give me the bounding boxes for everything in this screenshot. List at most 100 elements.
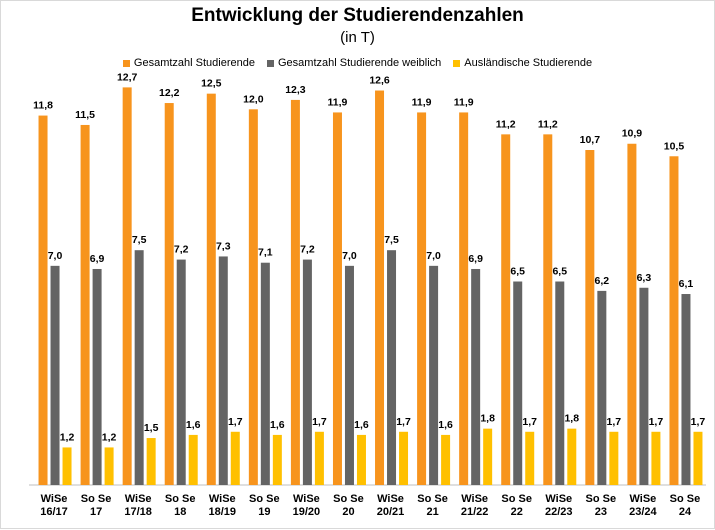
- bar-auslaendisch-2: [146, 438, 156, 485]
- x-tick-label-0: WiSe 16/17: [40, 493, 68, 518]
- x-tick-label-9: So Se 21: [417, 493, 448, 518]
- x-tick-label-7: So Se 20: [333, 493, 364, 518]
- x-tick-label-14: WiSe 23/24: [629, 493, 657, 518]
- data-label-gesamt-10: 11,9: [454, 96, 474, 108]
- bar-auslaendisch-7: [356, 434, 366, 485]
- bar-weiblich-10: [471, 268, 481, 485]
- bar-gesamt-6: [290, 99, 300, 486]
- data-label-auslaendisch-10: 1,8: [480, 413, 495, 425]
- x-tick-label-11: So Se 22: [501, 493, 532, 518]
- bar-weiblich-15: [681, 294, 691, 485]
- legend-swatch-weiblich: [267, 59, 274, 67]
- data-label-weiblich-1: 6,9: [90, 253, 105, 265]
- x-tick-label-5: So Se 19: [249, 493, 280, 518]
- data-label-weiblich-0: 7,0: [48, 250, 63, 262]
- bar-weiblich-5: [260, 262, 270, 485]
- bar-weiblich-14: [639, 287, 649, 485]
- bar-auslaendisch-8: [399, 431, 409, 485]
- bar-weiblich-2: [134, 250, 144, 485]
- bar-gesamt-4: [206, 93, 216, 486]
- bar-weiblich-3: [176, 259, 186, 485]
- bar-auslaendisch-0: [62, 447, 72, 485]
- x-tick-label-2: WiSe 17/18: [124, 493, 152, 518]
- bar-gesamt-1: [80, 124, 90, 485]
- legend-swatch-auslaendisch: [453, 59, 461, 67]
- bar-gesamt-12: [543, 134, 553, 485]
- bar-gesamt-7: [332, 112, 342, 485]
- data-label-auslaendisch-9: 1,6: [438, 419, 453, 431]
- data-label-auslaendisch-8: 1,7: [396, 416, 411, 428]
- bar-auslaendisch-10: [483, 428, 493, 485]
- data-label-gesamt-9: 11,9: [412, 96, 432, 108]
- legend: Gesamtzahl Studierende Gesamtzahl Studie…: [1, 57, 714, 69]
- x-tick-label-12: WiSe 22/23: [545, 493, 573, 518]
- data-label-weiblich-6: 7,2: [300, 244, 315, 256]
- data-label-gesamt-14: 10,9: [622, 128, 643, 140]
- data-label-weiblich-9: 7,0: [426, 250, 441, 262]
- bar-auslaendisch-6: [314, 431, 324, 485]
- x-tick-label-8: WiSe 20/21: [377, 493, 405, 518]
- x-tick-label-15: So Se 24: [670, 493, 701, 518]
- bar-auslaendisch-9: [441, 434, 451, 485]
- bar-gesamt-13: [585, 150, 595, 485]
- chart-title: Entwicklung der Studierendenzahlen: [191, 5, 524, 26]
- data-label-gesamt-15: 10,5: [664, 140, 685, 152]
- data-label-gesamt-4: 12,5: [201, 78, 222, 90]
- bar-weiblich-8: [387, 250, 397, 485]
- data-label-auslaendisch-2: 1,5: [144, 422, 159, 434]
- x-tick-label-1: So Se 17: [81, 493, 112, 518]
- data-label-weiblich-10: 6,9: [468, 253, 483, 265]
- bar-gesamt-10: [459, 112, 469, 485]
- data-label-gesamt-8: 12,6: [369, 75, 390, 87]
- data-label-gesamt-0: 11,8: [33, 100, 53, 112]
- data-label-gesamt-11: 11,2: [496, 118, 516, 130]
- bar-auslaendisch-15: [693, 431, 703, 485]
- chart-subtitle: (in T): [340, 29, 375, 46]
- data-label-auslaendisch-3: 1,6: [186, 419, 201, 431]
- data-label-weiblich-15: 6,1: [679, 278, 694, 290]
- bar-gesamt-0: [38, 115, 48, 486]
- data-label-auslaendisch-4: 1,7: [228, 416, 243, 428]
- legend-label-auslaendisch: Ausländische Studierende: [464, 57, 593, 69]
- legend-swatch-gesamt: [122, 59, 130, 67]
- data-label-weiblich-13: 6,2: [595, 275, 610, 287]
- bar-weiblich-7: [344, 265, 354, 485]
- data-label-gesamt-2: 12,7: [117, 71, 138, 83]
- bar-auslaendisch-12: [567, 428, 577, 485]
- data-label-auslaendisch-7: 1,6: [354, 419, 369, 431]
- bar-auslaendisch-14: [651, 431, 661, 485]
- data-label-auslaendisch-13: 1,7: [607, 416, 622, 428]
- bar-auslaendisch-4: [230, 431, 240, 485]
- bar-auslaendisch-1: [104, 447, 114, 485]
- legend-item-weiblich: Gesamtzahl Studierende weiblich: [267, 57, 441, 69]
- x-tick-label-10: WiSe 21/22: [461, 493, 489, 518]
- data-label-weiblich-12: 6,5: [552, 266, 567, 278]
- legend-item-gesamt: Gesamtzahl Studierende: [122, 57, 255, 69]
- data-label-weiblich-7: 7,0: [342, 250, 357, 262]
- bar-gesamt-2: [122, 87, 132, 486]
- data-label-auslaendisch-15: 1,7: [691, 416, 706, 428]
- x-tick-label-3: So Se 18: [165, 493, 196, 518]
- bar-gesamt-8: [375, 90, 385, 486]
- data-label-gesamt-7: 11,9: [328, 96, 348, 108]
- data-label-weiblich-8: 7,5: [384, 234, 399, 246]
- data-label-gesamt-3: 12,2: [159, 87, 180, 99]
- x-tick-label-6: WiSe 19/20: [293, 493, 321, 518]
- data-label-auslaendisch-12: 1,8: [564, 413, 579, 425]
- bar-weiblich-9: [429, 265, 439, 485]
- data-label-weiblich-4: 7,3: [216, 240, 231, 252]
- data-label-auslaendisch-11: 1,7: [522, 416, 537, 428]
- data-label-weiblich-11: 6,5: [510, 266, 525, 278]
- data-label-auslaendisch-6: 1,7: [312, 416, 327, 428]
- data-label-gesamt-5: 12,0: [243, 93, 264, 105]
- data-label-weiblich-14: 6,3: [637, 272, 652, 284]
- bar-auslaendisch-11: [525, 431, 535, 485]
- data-label-gesamt-6: 12,3: [285, 84, 306, 96]
- x-tick-label-4: WiSe 18/19: [209, 493, 237, 518]
- bar-auslaendisch-5: [272, 434, 282, 485]
- data-label-gesamt-13: 10,7: [580, 134, 601, 146]
- bar-gesamt-3: [164, 103, 174, 486]
- x-tick-label-13: So Se 23: [586, 493, 617, 518]
